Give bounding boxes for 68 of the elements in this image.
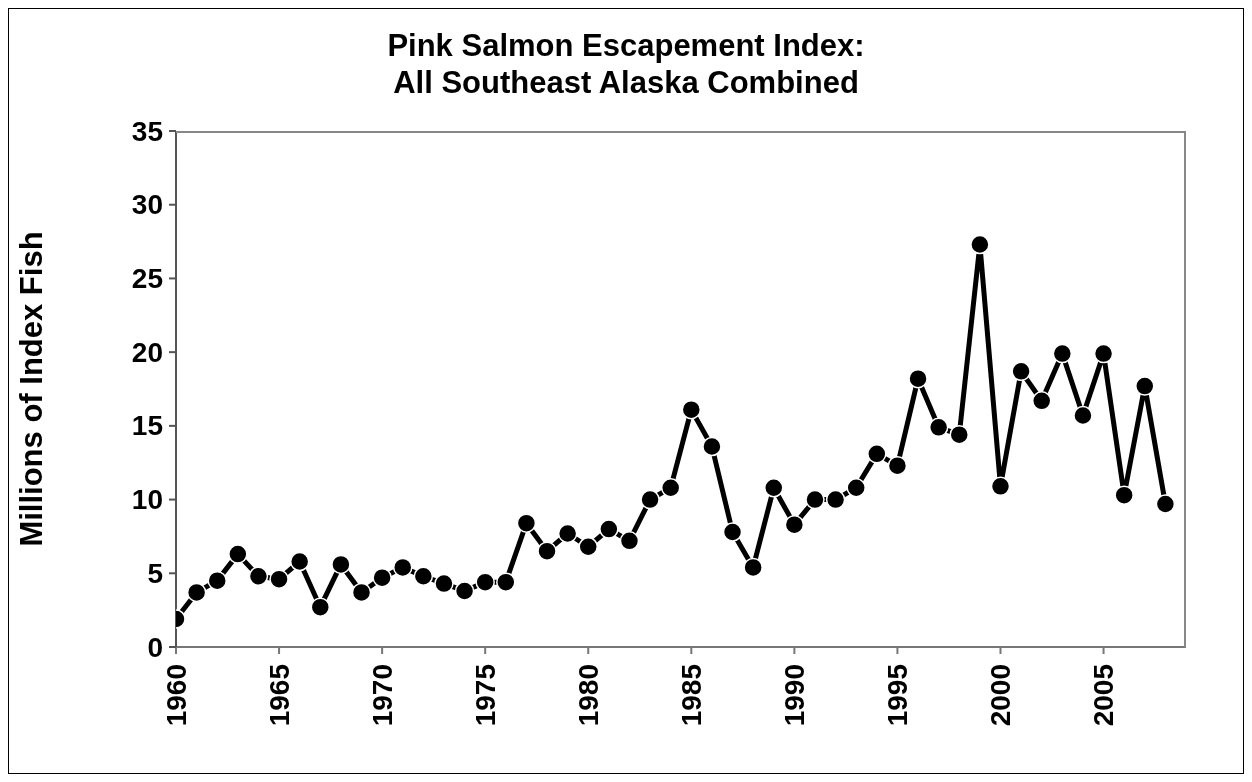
point [207, 570, 227, 591]
y-tick-label: 25 [131, 262, 163, 294]
point [681, 399, 702, 420]
point [475, 572, 495, 592]
x-tick-label: 1975 [469, 664, 501, 727]
point [949, 424, 970, 445]
y-tick-label: 20 [131, 336, 163, 368]
point [1114, 485, 1134, 505]
point [970, 234, 990, 255]
point [722, 522, 743, 542]
point [1135, 376, 1155, 396]
point [434, 573, 454, 594]
point [846, 478, 866, 498]
x-tick-label: 1985 [675, 664, 707, 727]
x-tick-label: 1970 [366, 664, 398, 727]
point [784, 514, 805, 535]
point [1011, 361, 1031, 382]
y-tick-label: 30 [131, 189, 163, 221]
point [928, 417, 949, 438]
point [228, 544, 248, 564]
point [743, 557, 763, 578]
point [887, 455, 908, 476]
point [1031, 391, 1052, 411]
y-tick-label: 15 [131, 410, 163, 442]
point [1155, 494, 1176, 514]
x-tick-label: 1960 [160, 664, 192, 727]
point [640, 489, 660, 510]
point [599, 519, 619, 539]
point [269, 569, 289, 589]
point [908, 368, 928, 389]
point [1052, 343, 1073, 364]
x-tick-label: 2000 [984, 664, 1016, 727]
point [619, 531, 640, 551]
point [578, 537, 598, 557]
point [392, 557, 413, 578]
point [248, 566, 269, 586]
point [660, 478, 681, 498]
point [1093, 343, 1114, 364]
point [372, 567, 392, 588]
x-tick-label: 1965 [263, 664, 295, 727]
y-tick-label: 35 [131, 115, 163, 147]
point [310, 597, 331, 617]
point [413, 566, 434, 586]
x-tick-label: 1980 [572, 664, 604, 727]
point [1073, 405, 1093, 426]
point [516, 513, 537, 533]
point [537, 541, 557, 561]
point [331, 554, 351, 575]
x-tick-label: 1990 [778, 664, 810, 727]
chart-title: Pink Salmon Escapement Index: All Southeast Alaska Combined [386, 27, 866, 101]
point [496, 572, 516, 592]
point [825, 489, 846, 510]
point [764, 478, 784, 498]
y-tick-label: 10 [131, 484, 163, 516]
x-tick-label: 2005 [1088, 664, 1120, 727]
point [867, 444, 887, 464]
y-tick-label: 0 [147, 631, 163, 663]
y-axis-title: Millions of Index Fish [14, 231, 50, 547]
point [351, 582, 372, 603]
point [454, 581, 475, 601]
x-tick-label: 1995 [881, 664, 913, 727]
point [805, 489, 825, 510]
point [990, 476, 1011, 497]
point [557, 523, 578, 544]
point [186, 582, 207, 603]
point [289, 551, 310, 572]
y-tick-label: 5 [147, 557, 163, 589]
point [702, 436, 722, 457]
